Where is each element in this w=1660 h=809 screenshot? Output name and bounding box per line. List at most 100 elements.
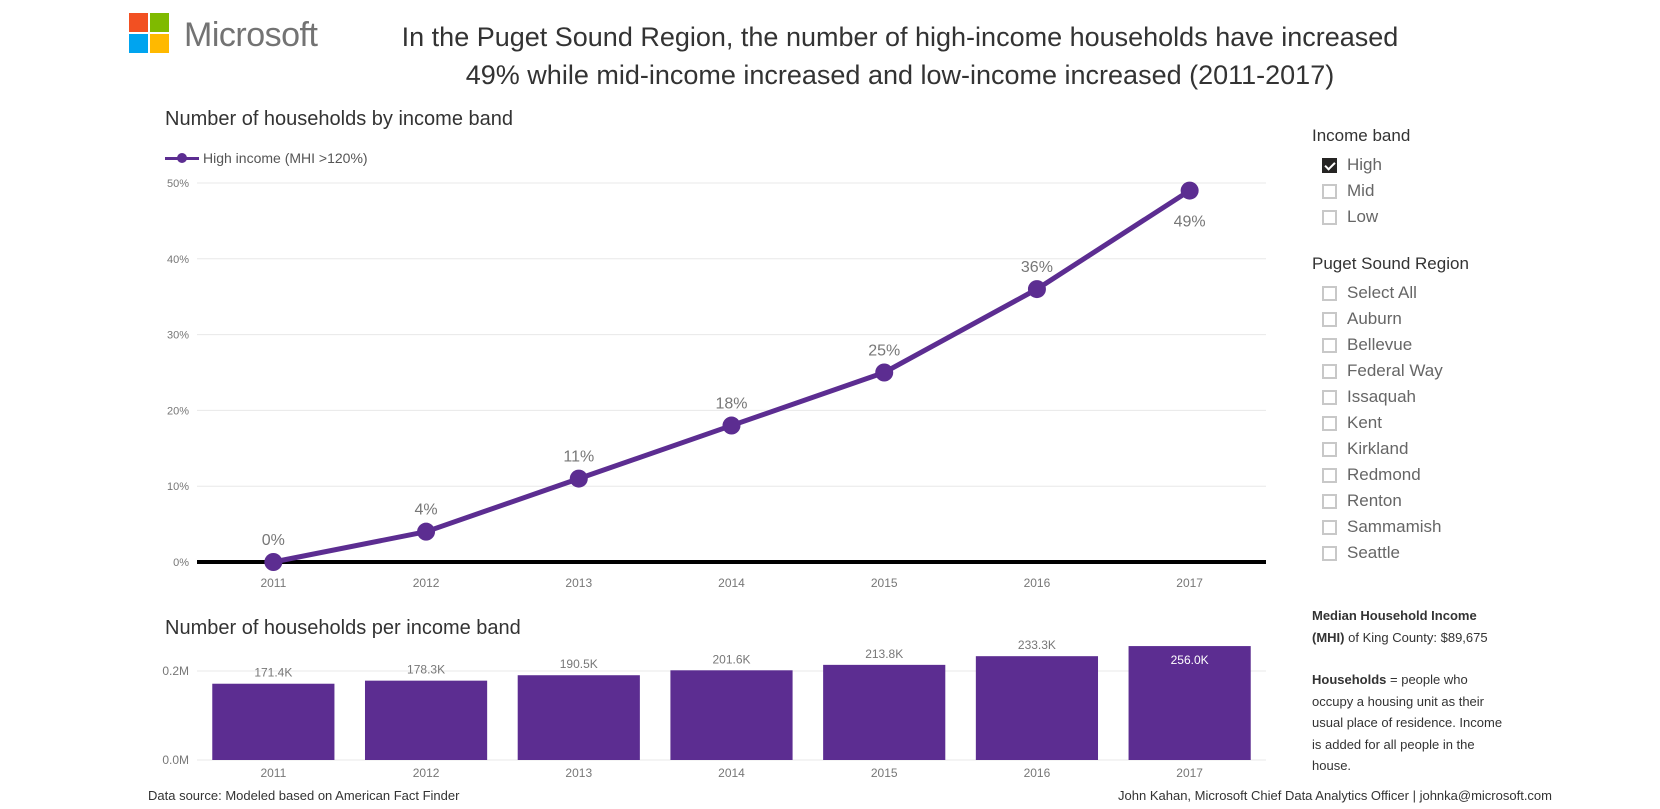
region-item-label: Bellevue (1347, 335, 1413, 354)
checkbox-unchecked-icon[interactable] (1322, 519, 1337, 535)
high-income-data-point[interactable] (1180, 181, 1199, 200)
household-count-bar[interactable] (517, 675, 640, 760)
region-item-issaquah[interactable]: Issaquah (1312, 384, 1469, 410)
household-count-bar[interactable] (670, 670, 793, 760)
bar-chart-y-tick-label: 0.0M (162, 753, 189, 767)
region-slicer-title: Puget Sound Region (1312, 254, 1469, 273)
bar-chart-x-tick-label: 2017 (1176, 766, 1203, 780)
high-income-data-label: 4% (415, 502, 438, 519)
bar-data-label: 233.3K (1018, 638, 1056, 652)
microsoft-logo: Microsoft (129, 13, 329, 57)
household-count-bar[interactable] (1128, 646, 1251, 760)
region-item-label: Seattle (1347, 543, 1400, 562)
high-income-data-point[interactable] (264, 553, 283, 571)
legend-entry-high-income: High income (MHI >120%) (203, 150, 368, 166)
household-count-bar[interactable] (364, 680, 488, 760)
line-chart-y-tick-label: 0% (173, 557, 189, 569)
checkbox-unchecked-icon[interactable] (1322, 285, 1337, 301)
line-chart-y-tick-label: 20% (167, 405, 189, 417)
line-chart-x-tick-label: 2017 (1176, 576, 1203, 590)
mhi-note-bold: Median Household Income (MHI) (1312, 608, 1477, 645)
mhi-note-text: of King County: $89,675 (1344, 629, 1488, 645)
bar-data-label: 201.6K (712, 652, 750, 666)
high-income-data-label: 49% (1174, 214, 1206, 231)
line-chart-title: Number of households by income band (165, 108, 513, 130)
high-income-data-point[interactable] (417, 522, 436, 541)
region-item-renton[interactable]: Renton (1312, 488, 1469, 514)
data-source-footer: Data source: Modeled based on American F… (148, 788, 460, 803)
logo-square-blue (129, 34, 148, 53)
line-chart-x-tick-label: 2016 (1024, 576, 1051, 590)
line-chart-x-tick-label: 2011 (260, 576, 286, 590)
checkbox-unchecked-icon[interactable] (1322, 493, 1337, 509)
line-chart-y-tick-label: 10% (167, 481, 189, 493)
region-item-label: Sammamish (1347, 517, 1442, 536)
region-item-bellevue[interactable]: Bellevue (1312, 332, 1469, 358)
line-chart-x-tick-label: 2014 (718, 576, 745, 590)
high-income-data-label: 11% (563, 449, 594, 466)
checkbox-unchecked-icon[interactable] (1322, 363, 1337, 379)
checkbox-unchecked-icon[interactable] (1322, 467, 1337, 483)
logo-square-green (150, 13, 169, 32)
household-count-bar[interactable] (823, 664, 946, 760)
high-income-data-label: 0% (262, 532, 285, 549)
legend-line-marker-icon (165, 152, 199, 164)
mhi-note: Median Household Income (MHI) of King Co… (1312, 605, 1512, 648)
households-note: Households = people who occupy a housing… (1312, 669, 1512, 777)
high-income-data-point[interactable] (569, 469, 588, 488)
income-band-slicer: Income band High Mid Low (1312, 126, 1410, 230)
line-chart: 0% 10% 20% 30% 40% 50% 2011 2012 2013 2014 2015 201… (167, 178, 1266, 590)
line-chart-x-tick-label: 2015 (871, 576, 898, 590)
checkbox-unchecked-icon[interactable] (1322, 337, 1337, 353)
income-band-item-low[interactable]: Low (1312, 204, 1410, 230)
bar-data-label: 190.5K (560, 657, 598, 671)
checkbox-unchecked-icon[interactable] (1322, 389, 1337, 405)
checkbox-unchecked-icon[interactable] (1322, 183, 1337, 199)
income-band-item-label: Mid (1347, 181, 1375, 200)
household-count-bar[interactable] (212, 683, 335, 760)
checkbox-checked-icon[interactable] (1322, 157, 1337, 173)
bar-chart-x-tick-label: 2012 (413, 766, 440, 780)
checkbox-unchecked-icon[interactable] (1322, 441, 1337, 457)
household-count-bar[interactable] (975, 656, 1099, 760)
line-chart-y-tick-label: 30% (167, 330, 189, 342)
headline-line-2: 49% while mid-income increased and low-i… (465, 60, 1335, 90)
income-band-item-mid[interactable]: Mid (1312, 178, 1410, 204)
region-item-kent[interactable]: Kent (1312, 410, 1469, 436)
income-band-item-high[interactable]: High (1312, 152, 1410, 178)
region-item-label: Redmond (1347, 465, 1421, 484)
checkbox-unchecked-icon[interactable] (1322, 545, 1337, 561)
bar-chart-x-tick-label: 2011 (260, 766, 286, 780)
region-slicer: Puget Sound Region Select All Auburn Belle… (1312, 254, 1469, 566)
line-chart-legend: High income (MHI >120%) (165, 150, 368, 166)
region-item-auburn[interactable]: Auburn (1312, 306, 1469, 332)
high-income-data-point[interactable] (1027, 280, 1046, 299)
region-item-label: Kirkland (1347, 439, 1409, 458)
region-item-label: Federal Way (1347, 361, 1443, 380)
region-item-label: Renton (1347, 491, 1402, 510)
region-item-select-all[interactable]: Select All (1312, 280, 1469, 306)
bar-data-label: 178.3K (407, 663, 445, 677)
region-item-label: Issaquah (1347, 387, 1416, 406)
income-band-item-label: High (1347, 155, 1382, 174)
region-item-kirkland[interactable]: Kirkland (1312, 436, 1469, 462)
region-item-seattle[interactable]: Seattle (1312, 540, 1469, 566)
region-item-redmond[interactable]: Redmond (1312, 462, 1469, 488)
region-item-federal-way[interactable]: Federal Way (1312, 358, 1469, 384)
bar-data-label: 213.8K (865, 647, 903, 661)
high-income-data-point[interactable] (722, 416, 741, 435)
region-item-sammamish[interactable]: Sammamish (1312, 514, 1469, 540)
line-chart-y-tick-label: 40% (167, 254, 189, 266)
headline-line-1: In the Puget Sound Region, the number of… (401, 22, 1399, 52)
region-item-label: Select All (1347, 283, 1417, 302)
bar-chart-x-tick-label: 2015 (871, 766, 898, 780)
region-item-label: Auburn (1347, 309, 1402, 328)
checkbox-unchecked-icon[interactable] (1322, 209, 1337, 225)
checkbox-unchecked-icon[interactable] (1322, 415, 1337, 431)
high-income-data-label: 18% (715, 396, 747, 413)
bar-chart-title: Number of households per income band (165, 617, 521, 639)
bar-chart-x-tick-label: 2014 (718, 766, 745, 780)
checkbox-unchecked-icon[interactable] (1322, 311, 1337, 327)
high-income-data-point[interactable] (875, 363, 894, 382)
